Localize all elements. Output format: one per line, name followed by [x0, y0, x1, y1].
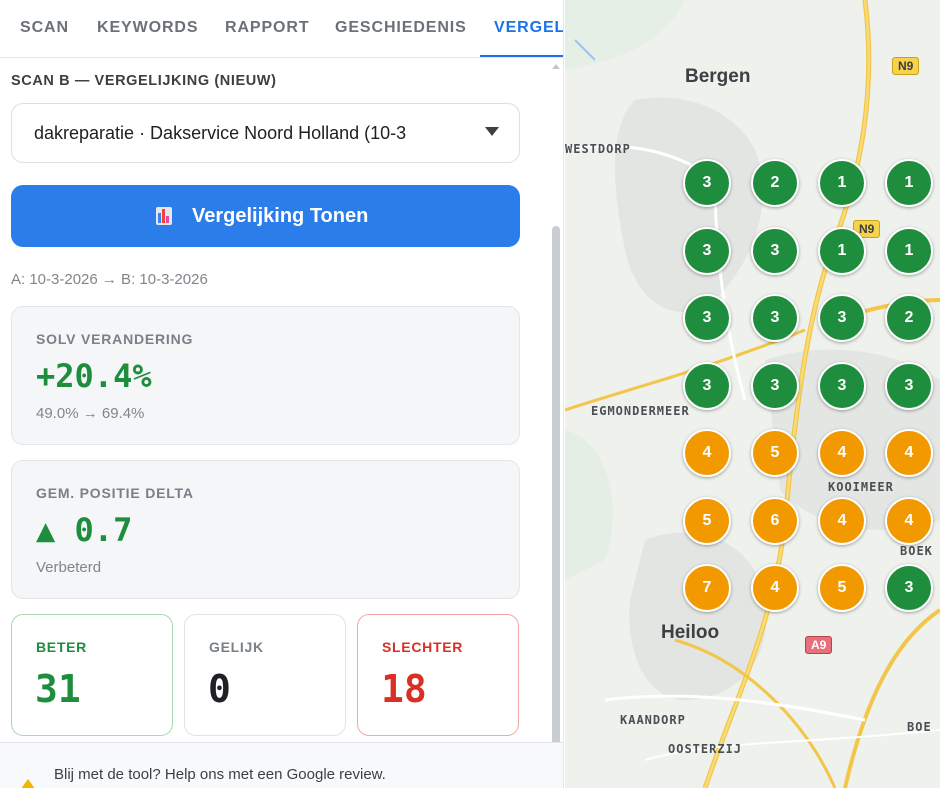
place-kaandorp: KAANDORP — [620, 713, 686, 727]
grid-pin[interactable]: 3 — [683, 361, 731, 410]
grid-pin[interactable]: 2 — [751, 159, 799, 207]
better-label: BETER — [36, 639, 87, 655]
road-shield-n9: N9 — [892, 57, 920, 75]
date-range: A: 10-3-2026 → B: 10-3-2026 — [11, 271, 208, 288]
worse-count-card: SLECHTER 18 — [357, 614, 519, 736]
tab-rapport[interactable]: RAPPORT — [225, 19, 310, 36]
grid-pin[interactable]: 3 — [818, 361, 866, 410]
grid-pin[interactable]: 5 — [818, 564, 866, 612]
place-boe: BOE — [907, 720, 932, 734]
comparison-panel: SCAN KEYWORDS RAPPORT GESCHIEDENIS VERGE… — [0, 0, 564, 788]
grid-pin[interactable]: 3 — [683, 159, 731, 207]
active-tab-indicator — [480, 55, 563, 57]
grid-pin[interactable]: 7 — [683, 564, 731, 612]
grid-pin[interactable]: 1 — [818, 159, 866, 207]
grid-pin[interactable]: 4 — [683, 429, 731, 477]
grid-pin[interactable]: 4 — [818, 429, 866, 477]
place-boek: BOEK — [900, 544, 933, 558]
scan-b-section-label: SCAN B — VERGELIJKING (NIEUW) — [11, 73, 277, 89]
equal-count-card: GELIJK 0 — [184, 614, 346, 736]
grid-pin[interactable]: 3 — [751, 361, 799, 410]
grid-pin[interactable]: 3 — [683, 226, 731, 275]
grid-pin[interactable]: 4 — [818, 496, 866, 545]
worse-label: SLECHTER — [382, 639, 464, 655]
better-count-card: BETER 31 — [11, 614, 173, 736]
avg-position-status: Verbeterd — [36, 559, 102, 576]
scroll-up-icon[interactable] — [552, 64, 560, 69]
place-egmondermeer: EGMONDERMEER — [591, 404, 690, 418]
grid-pin[interactable]: 5 — [751, 429, 799, 477]
solv-change-value: +20.4% — [36, 357, 152, 395]
place-kooimeer: KOOIMEER — [828, 480, 894, 494]
better-value: 31 — [35, 667, 81, 711]
avg-position-label: GEM. POSITIE DELTA — [36, 485, 194, 501]
grid-pin[interactable]: 1 — [885, 226, 933, 275]
tab-vergelijking[interactable]: VERGEL — [494, 19, 564, 36]
tab-geschiedenis[interactable]: GESCHIEDENIS — [335, 19, 467, 36]
place-westdorp: WESTDORP — [565, 142, 631, 156]
grid-pin[interactable]: 4 — [885, 496, 933, 545]
grid-pin[interactable]: 3 — [885, 564, 933, 612]
equal-label: GELIJK — [209, 639, 264, 655]
avg-position-card: GEM. POSITIE DELTA ▲ 0.7 Verbeterd — [11, 460, 520, 599]
solv-change-label: SOLV VERANDERING — [36, 331, 194, 347]
tab-keywords[interactable]: KEYWORDS — [97, 19, 199, 36]
scan-b-select[interactable]: dakreparatie · Dakservice Noord Holland … — [11, 103, 520, 163]
show-comparison-label: Vergelijking Tonen — [192, 205, 369, 227]
scan-b-selected-value: dakreparatie · Dakservice Noord Holland … — [34, 123, 407, 143]
avg-position-value: ▲ 0.7 — [36, 511, 133, 549]
tab-scan[interactable]: SCAN — [20, 19, 69, 36]
review-prompt[interactable]: Blij met de tool? Help ons met een Googl… — [54, 766, 386, 783]
road-shield-a9: A9 — [805, 636, 833, 654]
solv-change-card: SOLV VERANDERING +20.4% 49.0% → 69.4% — [11, 306, 520, 445]
grid-pin[interactable]: 3 — [683, 294, 731, 342]
grid-pin[interactable]: 3 — [818, 294, 866, 342]
show-comparison-button[interactable]: Vergelijking Tonen — [11, 185, 520, 247]
place-bergen: Bergen — [685, 66, 751, 87]
bar-chart-icon — [156, 207, 172, 225]
grid-pin[interactable]: 3 — [751, 226, 799, 275]
equal-value: 0 — [208, 667, 231, 711]
solv-change-detail: 49.0% → 69.4% — [36, 405, 145, 422]
place-oosterzij: OOSTERZIJ — [668, 742, 743, 756]
grid-pin[interactable]: 1 — [818, 226, 866, 275]
map-view[interactable]: Bergen WESTDORP EGMONDERMEER KOOIMEER BO… — [565, 0, 940, 788]
caret-down-icon — [485, 127, 499, 136]
grid-pin[interactable]: 3 — [885, 361, 933, 410]
review-footer: Blij met de tool? Help ons met een Googl… — [0, 742, 563, 788]
tab-bar: SCAN KEYWORDS RAPPORT GESCHIEDENIS VERGE… — [0, 0, 564, 58]
grid-pin[interactable]: 3 — [751, 294, 799, 342]
warning-icon — [18, 779, 38, 788]
grid-pin[interactable]: 4 — [885, 429, 933, 477]
grid-pin[interactable]: 2 — [885, 294, 933, 342]
grid-pin[interactable]: 1 — [885, 159, 933, 207]
grid-pin[interactable]: 6 — [751, 496, 799, 545]
scrollbar-thumb[interactable] — [552, 226, 560, 766]
worse-value: 18 — [381, 667, 427, 711]
panel-scrollbar[interactable] — [548, 60, 563, 766]
grid-pin[interactable]: 4 — [751, 564, 799, 612]
place-heiloo: Heiloo — [661, 622, 720, 643]
grid-pin[interactable]: 5 — [683, 496, 731, 545]
